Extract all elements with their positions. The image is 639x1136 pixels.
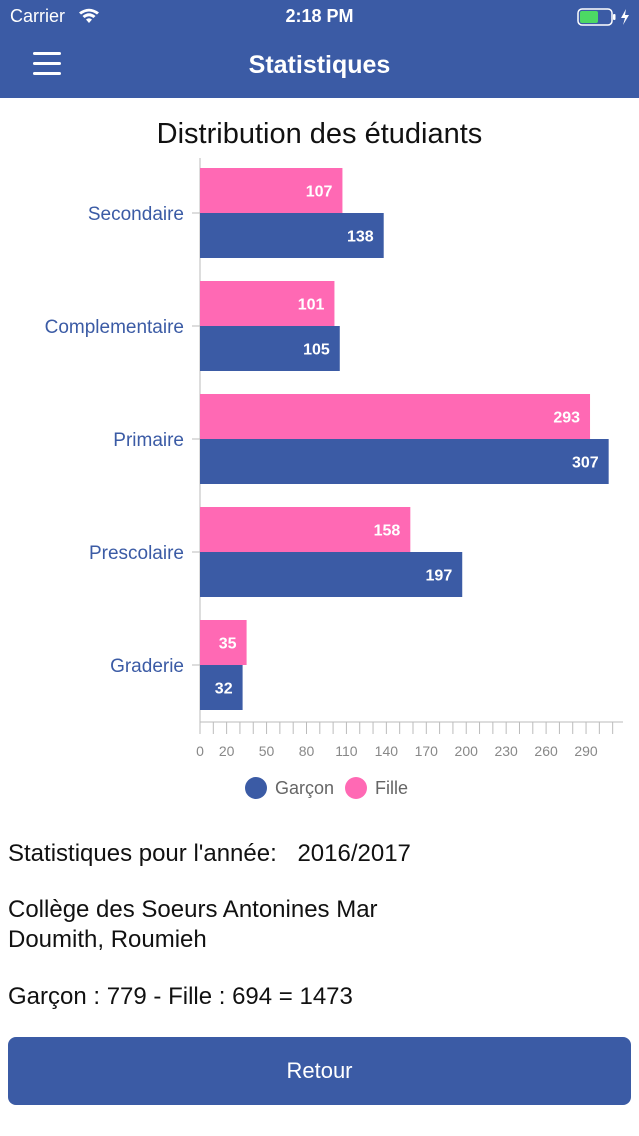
hamburger-icon-bar [33,72,61,75]
category-label: Graderie [110,656,184,677]
carrier-label: Carrier [10,6,66,26]
category-label: Complementaire [45,317,184,338]
legend-swatch-fille [345,777,367,799]
bar-fille [200,620,247,665]
year-line: Statistiques pour l'année: 2016/2017 [8,839,411,869]
bar-fille [200,168,343,213]
category-label: Secondaire [88,204,184,225]
x-tick-label: 290 [574,743,598,759]
bar-value-label: 197 [426,568,453,585]
x-tick-label: 110 [335,743,358,759]
bar-fille [200,281,335,326]
wifi-icon [79,8,99,23]
x-tick-label: 80 [299,743,315,759]
bar-fille [200,394,591,439]
bar-value-label: 293 [553,410,580,427]
x-tick-label: 260 [534,743,558,759]
bar-garçon [200,439,609,484]
bar-garçon [200,326,340,371]
x-tick-label: 200 [455,743,479,759]
totals-line: Garçon : 779 - Fille : 694 = 1473 [8,983,353,1010]
school-name-line1: Collège des Soeurs Antonines Mar [8,896,378,923]
bar-fille [200,507,411,552]
menu-button[interactable] [33,52,63,76]
x-tick-label: 0 [196,743,204,759]
bar-value-label: 35 [219,636,237,653]
bar-value-label: 107 [306,184,333,201]
x-tick-label: 140 [375,743,399,759]
x-tick-label: 230 [494,743,518,759]
app-header: Carrier 2:18 PM Statistiques [0,0,639,98]
x-tick-label: 50 [259,743,275,759]
legend-swatch-garcon [245,777,267,799]
x-tick-label: 20 [219,743,235,759]
chart-title: Distribution des étudiants [156,118,483,150]
school-name-line2: Doumith, Roumieh [8,926,207,953]
bar-value-label: 101 [298,297,325,314]
legend-label-fille: Fille [375,778,409,798]
bar-garçon [200,665,243,710]
category-label: Primaire [113,430,184,451]
page-title: Statistiques [248,51,391,79]
bar-value-label: 105 [303,342,330,359]
retour-button[interactable]: Retour [8,1037,631,1105]
bar-value-label: 158 [374,523,401,540]
battery-charging-icon [577,8,629,26]
x-tick-label: 170 [415,743,439,759]
school-name: Collège des Soeurs Antonines Mar Doumith… [8,895,378,955]
bar-value-label: 138 [347,229,374,246]
bar-value-label: 307 [572,455,599,472]
chart-legend: Garçon Fille [245,775,445,801]
hamburger-icon-bar [33,62,61,65]
year-value: 2016/2017 [297,840,411,867]
bar-garçon [200,213,384,258]
bar-value-label: 32 [215,681,233,698]
bar-garçon [200,552,463,597]
status-time: 2:18 PM [285,6,354,26]
category-label: Prescolaire [89,543,184,564]
bar-chart: 0 20 50 80 110 140 170 200 230 260 290 Secondaire 10… [45,158,623,759]
status-bar: Carrier 2:18 PM [0,0,639,34]
legend-label-garcon: Garçon [275,778,335,798]
hamburger-icon-bar [33,52,61,55]
year-label: Statistiques pour l'année: [8,840,277,867]
